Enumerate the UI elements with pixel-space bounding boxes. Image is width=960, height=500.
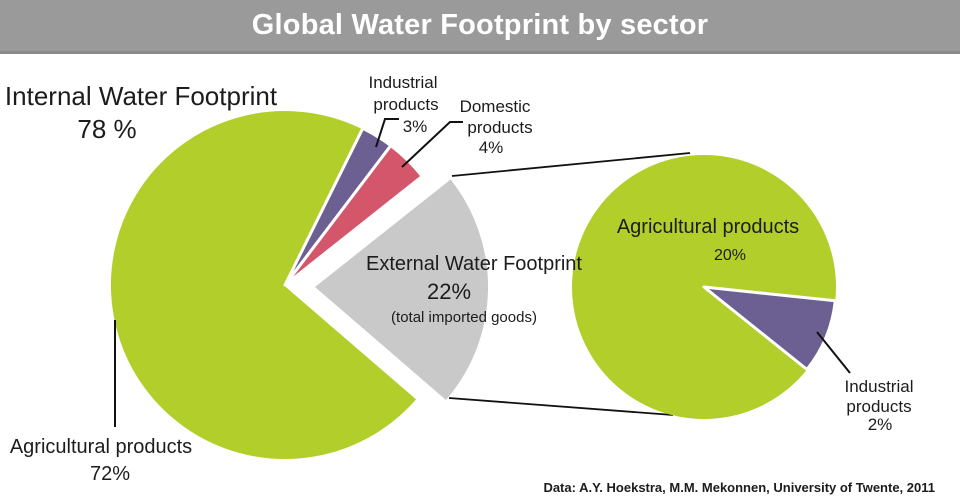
callout-line-industrial-internal xyxy=(375,118,399,148)
domestic-label-line1: Domestic xyxy=(460,97,531,116)
internal-pie-domestic-slice xyxy=(283,144,424,287)
external-wedge-note: (total imported goods) xyxy=(391,309,537,326)
external-agricultural-label: Agricultural products xyxy=(617,216,799,238)
internal-industrial-label-pct: 3% xyxy=(403,117,428,136)
internal-heading-pct: 78 % xyxy=(77,114,136,144)
domestic-label-pct: 4% xyxy=(479,138,504,157)
title-bar: Global Water Footprint by sector xyxy=(0,0,960,54)
page-title: Global Water Footprint by sector xyxy=(251,9,709,41)
internal-agricultural-label: Agricultural products xyxy=(10,436,192,458)
external-agricultural-pct: 20% xyxy=(714,247,746,264)
projection-line-top xyxy=(451,152,691,177)
external-industrial-label-pct: 2% xyxy=(868,415,893,434)
external-pie-industrial-slice xyxy=(702,285,837,371)
external-wedge-label: External Water Footprint xyxy=(366,253,582,275)
external-wedge xyxy=(315,179,489,400)
water-footprint-chart: Internal Water Footprint 78 % Industrial… xyxy=(5,73,935,495)
callout-line-industrial-external xyxy=(816,331,851,374)
internal-heading: Internal Water Footprint xyxy=(5,81,278,111)
internal-industrial-label-line1: Industrial xyxy=(369,73,438,92)
external-wedge-pct: 22% xyxy=(427,279,471,304)
external-industrial-label-line1: Industrial xyxy=(845,377,914,396)
data-attribution: Data: A.Y. Hoekstra, M.M. Mekonnen, Univ… xyxy=(543,480,935,495)
internal-industrial-label-line2: products xyxy=(373,95,438,114)
internal-agricultural-pct: 72% xyxy=(90,463,130,485)
external-industrial-label-line2: products xyxy=(846,397,911,416)
callout-line-domestic xyxy=(401,121,463,168)
domestic-label-line2: products xyxy=(467,118,532,137)
projection-line-bottom xyxy=(448,397,674,416)
internal-pie-agricultural-slice xyxy=(108,109,419,461)
